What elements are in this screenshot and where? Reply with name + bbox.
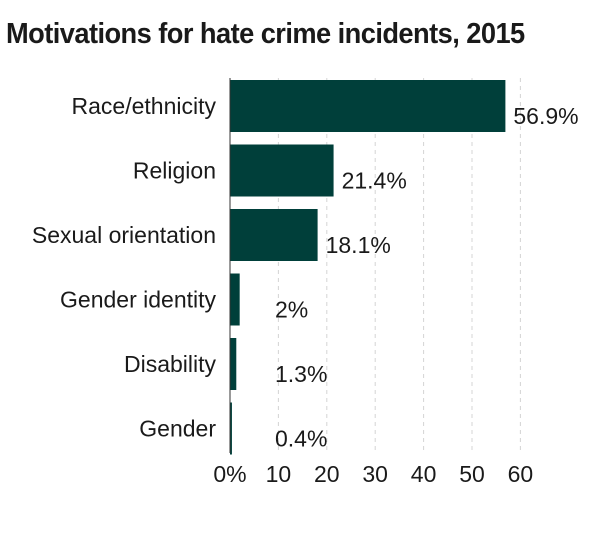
chart-title: Motivations for hate crime incidents, 20… (6, 18, 525, 50)
value-label: 18.1% (326, 232, 391, 258)
bar (230, 209, 318, 261)
x-axis-ticks: 0% 10 20 30 40 50 60 (213, 461, 533, 487)
value-label: 56.9% (513, 103, 578, 129)
category-label: Gender (139, 416, 216, 442)
value-labels: 56.9% 21.4% 18.1% 2% 1.3% 0.4% (275, 103, 579, 452)
value-label: 1.3% (275, 361, 327, 387)
value-label: 2% (275, 297, 308, 323)
category-label: Disability (124, 351, 217, 377)
bar (230, 402, 232, 455)
bar (230, 338, 237, 390)
value-label: 0.4% (275, 426, 327, 452)
category-label: Sexual orientation (32, 222, 216, 248)
x-tick-label: 10 (266, 461, 292, 487)
bar (230, 144, 334, 197)
category-labels: Race/ethnicity Religion Sexual orientation… (32, 93, 217, 442)
x-tick-label: 50 (459, 461, 485, 487)
category-label: Race/ethnicity (72, 93, 217, 119)
category-label: Gender identity (60, 287, 216, 313)
x-tick-label: 20 (314, 461, 340, 487)
category-label: Religion (133, 158, 216, 184)
bars (230, 80, 506, 455)
x-tick-label: 0% (213, 461, 246, 487)
x-tick-label: 40 (411, 461, 437, 487)
gridlines (277, 78, 521, 453)
x-tick-label: 30 (362, 461, 388, 487)
bar (230, 80, 506, 132)
value-label: 21.4% (342, 168, 407, 194)
x-tick-label: 60 (508, 461, 534, 487)
bar (230, 273, 240, 326)
